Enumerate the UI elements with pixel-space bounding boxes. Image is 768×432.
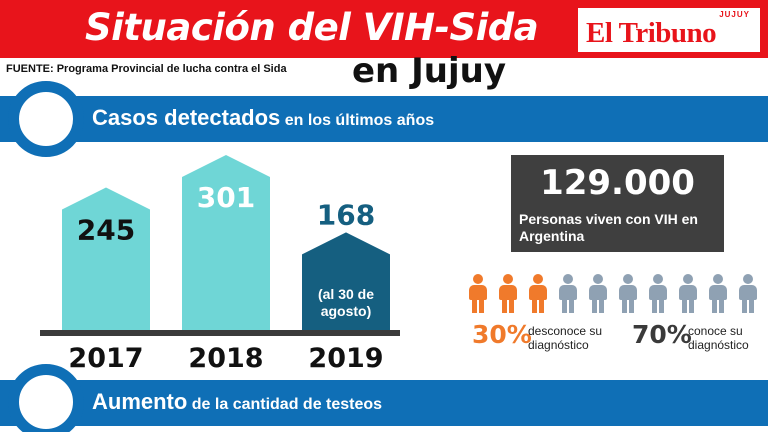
people-pictogram: [464, 274, 764, 314]
person-icon: [708, 274, 728, 314]
logo-region: JUJUY: [719, 10, 750, 19]
category-label: 2017: [68, 343, 143, 374]
bar-2018: [182, 155, 270, 330]
section-title-cases: Casos detectados en los últimos años: [92, 105, 435, 130]
bar-note: (al 30 de: [318, 286, 374, 302]
section-band-tests: [0, 380, 768, 426]
page-subtitle: en Jujuy: [352, 51, 506, 91]
person-icon: [648, 274, 668, 314]
person-icon: [738, 274, 758, 314]
person-icon: [588, 274, 608, 314]
bar-value-label: 168: [317, 198, 375, 231]
section-ring-icon: [8, 81, 84, 157]
category-label: 2019: [308, 343, 383, 374]
person-icon: [528, 274, 548, 314]
category-label: 2018: [188, 343, 263, 374]
bar-2019: [302, 232, 390, 330]
bar-2017: [62, 187, 150, 330]
source-note: FUENTE: Programa Provincial de lucha con…: [6, 63, 287, 75]
stat-caption: Personas viven con VIH en Argentina: [519, 211, 698, 244]
unaware-text: desconoce su diagnóstico: [528, 324, 603, 352]
person-icon: [558, 274, 578, 314]
chart-baseline: [40, 330, 400, 336]
aware-text: conoce su diagnóstico: [688, 324, 749, 352]
section-band-cases: [0, 96, 768, 142]
bar-note: agosto): [321, 303, 372, 319]
section-ring-icon: [8, 364, 84, 432]
person-icon: [498, 274, 518, 314]
person-icon: [468, 274, 488, 314]
unaware-percent: 30%: [472, 320, 532, 349]
logo-name: El Tribuno: [586, 17, 717, 49]
stat-box: 129.000 Personas viven con VIH en Argent…: [511, 155, 724, 252]
person-icon: [618, 274, 638, 314]
bar-value-label: 301: [197, 181, 255, 214]
logo: JUJUY El Tribuno: [578, 8, 760, 52]
page-title: Situación del VIH-Sida: [85, 6, 539, 49]
section-title-tests: Aumento de la cantidad de testeos: [92, 389, 383, 414]
person-icon: [678, 274, 698, 314]
bar-value-label: 245: [77, 214, 135, 247]
stat-number: 129.000: [540, 163, 695, 203]
aware-percent: 70%: [632, 320, 692, 349]
